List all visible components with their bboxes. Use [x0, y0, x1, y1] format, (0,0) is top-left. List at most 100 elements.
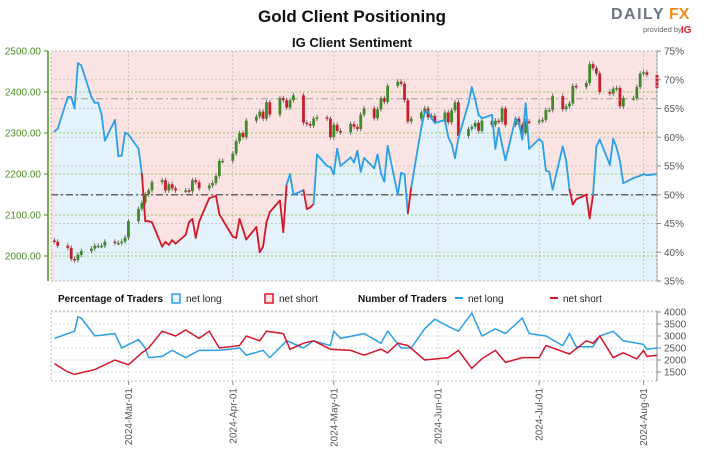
right-tick-label: 55% — [664, 162, 684, 173]
sentiment-line-segment — [541, 141, 547, 172]
candle-down — [305, 122, 309, 125]
legend: Percentage of Traders net long net short… — [58, 293, 602, 305]
candle-up — [547, 110, 551, 112]
candle-up — [315, 117, 319, 119]
candle-up — [100, 245, 103, 248]
candle-down — [504, 108, 507, 125]
candle-up — [120, 241, 124, 244]
logo-brand-right: FX — [669, 6, 690, 23]
sentiment-line-segment — [497, 127, 504, 147]
sentiment-line-segment — [598, 138, 611, 166]
sentiment-line-segment — [167, 239, 174, 246]
left-tick-label: 2300.00 — [5, 129, 42, 140]
sentiment-line-segment — [588, 193, 594, 220]
sentiment-line-segment — [396, 171, 403, 196]
left-tick-label: 2200.00 — [5, 170, 42, 181]
candle-up — [564, 106, 568, 110]
candle-up — [450, 110, 454, 123]
candle-up — [541, 119, 544, 122]
sentiment-line-segment — [245, 226, 258, 241]
candle-up — [167, 184, 171, 191]
sentiment-line-segment — [356, 150, 362, 173]
sentiment-line-segment — [450, 143, 456, 159]
candle-down — [268, 102, 272, 115]
sentiment-line-segment — [235, 217, 241, 239]
candle-up — [524, 121, 528, 133]
candle-down — [352, 123, 356, 127]
date-tick-label: 2024-May-01 — [329, 388, 340, 447]
sentiment-line-segment — [140, 173, 147, 223]
date-tick-label: 2024-Aug-01 — [639, 388, 650, 446]
sentiment-line-segment — [410, 126, 423, 189]
candle-up — [244, 120, 248, 138]
sentiment-line-segment — [255, 226, 261, 254]
sentiment-line-segment — [120, 131, 126, 157]
date-tick-label: 2024-Jul-01 — [535, 388, 546, 441]
candle-up — [621, 98, 625, 107]
sentiment-line-segment — [312, 153, 318, 205]
candle-up — [79, 251, 83, 255]
sentiment-line-segment — [90, 96, 96, 104]
candle-down — [608, 92, 612, 94]
candle-up — [423, 108, 427, 113]
sentiment-line-segment — [501, 144, 507, 162]
sentiment-line-segment — [56, 96, 69, 130]
sentiment-line-segment — [386, 144, 399, 196]
candle-up — [288, 100, 292, 108]
sentiment-line-segment — [571, 198, 578, 206]
candle-up — [611, 88, 615, 94]
candle-down — [69, 247, 73, 259]
legend-num-long: net long — [468, 294, 504, 305]
candle-up — [207, 185, 211, 189]
candle-up — [584, 82, 588, 88]
sentiment-line-segment — [470, 86, 477, 101]
candle-down — [382, 98, 386, 102]
candle-up — [409, 118, 413, 122]
candle-up — [453, 102, 457, 111]
candle-down — [241, 133, 245, 138]
sentiment-line-segment — [279, 199, 285, 234]
candle-up — [467, 128, 470, 136]
sentiment-line-segment — [447, 136, 453, 146]
sentiment-line-segment — [454, 137, 460, 159]
sentiment-line-segment — [316, 153, 328, 167]
candle-up — [254, 116, 258, 121]
right-tick-label: 40% — [664, 248, 684, 259]
candle-up — [537, 120, 541, 123]
candle-down — [645, 72, 649, 75]
candle-down — [591, 64, 595, 69]
candle-down — [66, 245, 70, 248]
sentiment-line-segment — [608, 138, 615, 166]
sentiment-line-segment — [332, 147, 339, 175]
candle-up — [349, 123, 353, 133]
sentiment-line-segment — [406, 186, 413, 215]
main-plot: 75% 70% 65% 60% 55% 50% 45% 40% 35% 2500.00 2400.0… — [5, 47, 684, 288]
candle-down — [618, 87, 622, 107]
sentiment-line-segment — [595, 138, 601, 148]
left-tick-label: 2500.00 — [5, 47, 42, 58]
candle-up — [76, 254, 80, 261]
candle-down — [456, 102, 460, 136]
candle-down — [339, 130, 342, 133]
candle-up — [494, 120, 497, 125]
sentiment-line-segment — [268, 199, 281, 213]
sentiment-line-segment — [491, 113, 497, 150]
candle-down — [113, 241, 117, 244]
left-tick-label: 2000.00 — [5, 252, 42, 263]
candle-down — [308, 123, 312, 126]
logo-brand-left: DAILY — [611, 6, 665, 23]
sentiment-line-segment — [457, 102, 470, 140]
right-tick-label: 60% — [664, 133, 684, 144]
legend-pct-long-swatch — [171, 293, 181, 304]
right-tick-label: 65% — [664, 104, 684, 115]
candle-up — [638, 73, 642, 88]
sentiment-line-segment — [528, 138, 541, 150]
candle-up — [473, 122, 477, 127]
candle-down — [170, 184, 174, 189]
sentiment-line-segment — [262, 221, 268, 248]
candle-up — [396, 81, 400, 86]
candle-down — [446, 112, 450, 123]
sentiment-line-segment — [514, 117, 520, 124]
candle-up — [143, 194, 147, 203]
